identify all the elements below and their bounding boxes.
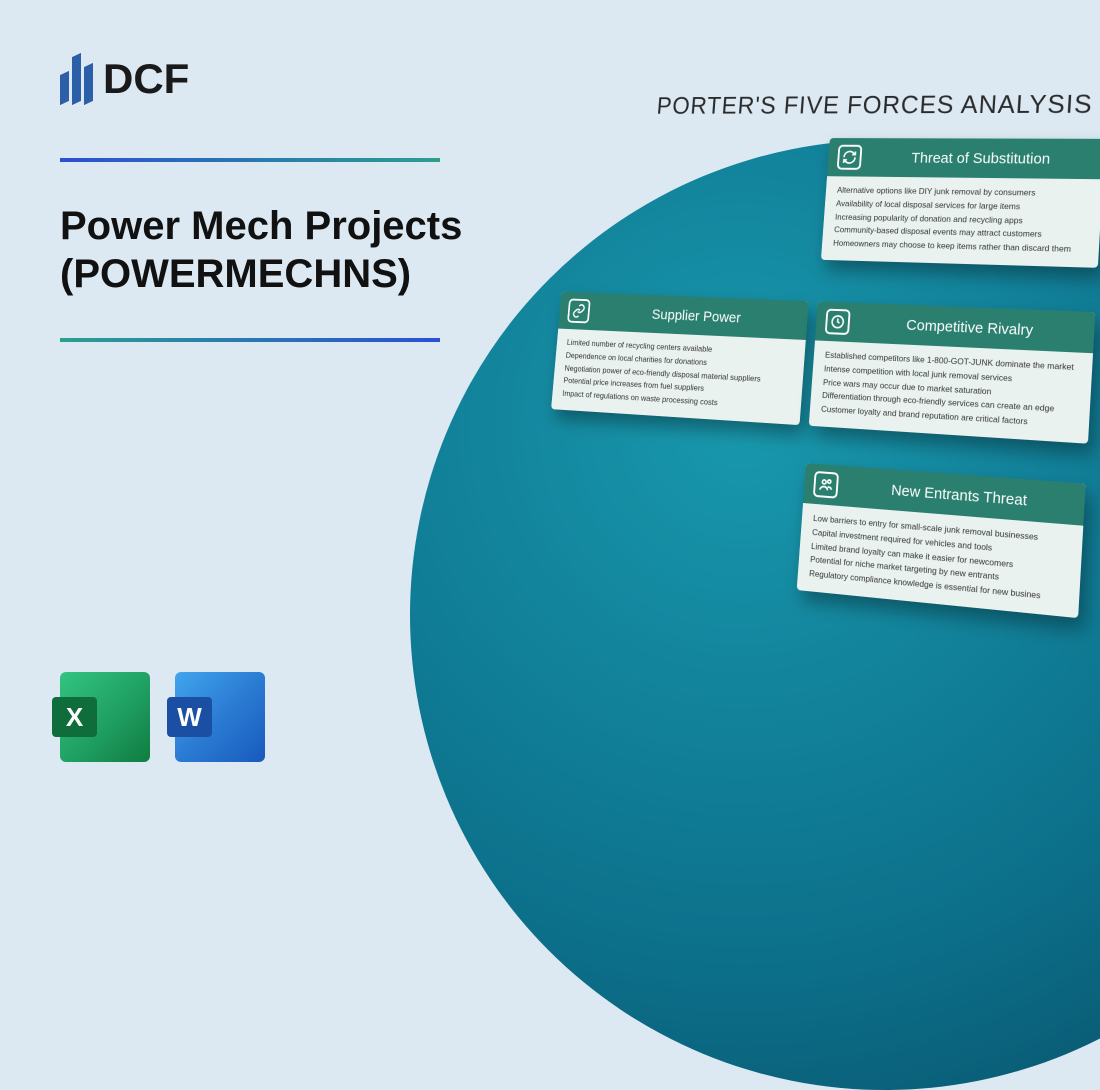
card-title: Supplier Power bbox=[597, 304, 798, 329]
card-body: Alternative options like DIY junk remova… bbox=[821, 176, 1100, 267]
card-title: Threat of Substitution bbox=[870, 149, 1094, 167]
card-body: Limited number of recycling centers avai… bbox=[551, 329, 806, 425]
card-entrants: New Entrants Threat Low barriers to entr… bbox=[797, 463, 1086, 618]
link-icon bbox=[567, 299, 591, 324]
dcf-logo: DCF bbox=[60, 55, 490, 103]
forces-diagram: PORTER'S FIVE FORCES ANALYSIS Threat of … bbox=[489, 4, 1100, 857]
excel-icon: X bbox=[60, 672, 150, 762]
divider-bottom bbox=[60, 338, 440, 342]
card-title: Competitive Rivalry bbox=[859, 314, 1085, 341]
card-supplier: Supplier Power Limited number of recycli… bbox=[551, 292, 809, 425]
logo-text: DCF bbox=[103, 55, 189, 103]
card-body: Established competitors like 1-800-GOT-J… bbox=[809, 340, 1093, 443]
card-title: New Entrants Threat bbox=[847, 478, 1075, 513]
refresh-icon bbox=[837, 145, 863, 170]
word-icon: W bbox=[175, 672, 265, 762]
page-title: Power Mech Projects (POWERMECHNS) bbox=[60, 202, 490, 298]
card-rivalry: Competitive Rivalry Established competit… bbox=[809, 301, 1096, 443]
excel-badge: X bbox=[52, 697, 97, 737]
card-substitution: Threat of Substitution Alternative optio… bbox=[821, 138, 1100, 268]
diagram-title: PORTER'S FIVE FORCES ANALYSIS bbox=[656, 89, 1094, 120]
clock-icon bbox=[825, 309, 851, 335]
word-badge: W bbox=[167, 697, 212, 737]
divider-top bbox=[60, 158, 440, 162]
people-icon bbox=[813, 471, 839, 499]
logo-bars-icon bbox=[60, 55, 93, 103]
